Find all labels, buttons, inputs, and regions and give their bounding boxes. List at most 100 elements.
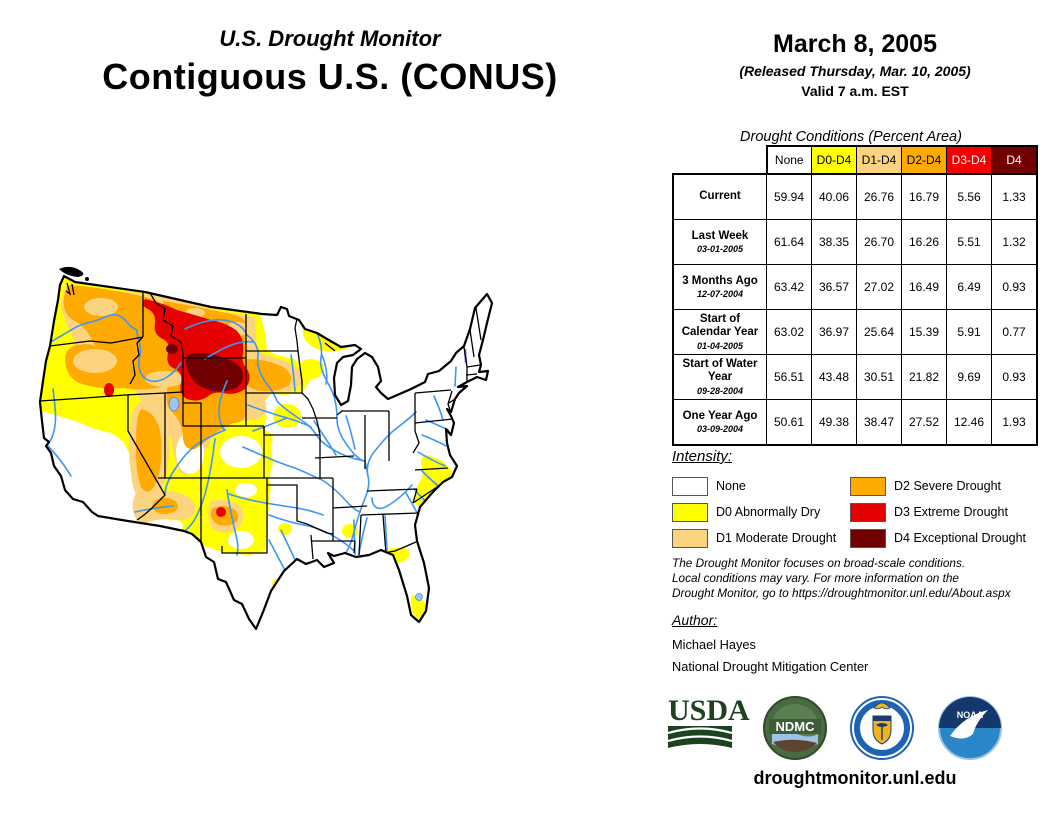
- col-d3-d4: D3-D4: [946, 145, 992, 175]
- swatch-d1: [672, 528, 708, 548]
- cell: 0.77: [991, 309, 1038, 355]
- map-date: March 8, 2005: [773, 30, 937, 58]
- drought-layer-d4: [166, 344, 244, 392]
- row-label: 3 Months Ago: [682, 274, 758, 287]
- legend-item-d1: D1 Moderate Drought: [672, 525, 850, 551]
- col-d4: D4: [991, 145, 1038, 175]
- conus-map-svg: [38, 266, 494, 631]
- swatch-d4: [850, 528, 886, 548]
- cell: 26.76: [856, 173, 902, 220]
- author-org: National Drought Mitigation Center: [672, 659, 869, 674]
- conus-drought-map: [15, 263, 665, 661]
- cell: 56.51: [766, 354, 812, 400]
- legend-title: Intensity:: [672, 448, 733, 465]
- noaa-logo: NOAA: [938, 696, 1002, 760]
- row-date: 01-04-2005: [696, 340, 744, 351]
- cell: 6.49: [946, 264, 992, 310]
- row-date: 09-28-2004: [696, 385, 744, 396]
- commerce-seal: [850, 696, 914, 760]
- logos-svg: USDA NDMC NOAA: [667, 694, 1002, 760]
- cell: 0.93: [991, 264, 1038, 310]
- usda-logo: USDA: [667, 694, 750, 748]
- cell: 5.51: [946, 219, 992, 265]
- row-label: Current: [699, 190, 741, 203]
- table-row: Last Week 03-01-2005 61.64 38.35 26.70 16…: [672, 219, 1038, 265]
- row-date: 03-01-2005: [696, 243, 744, 254]
- cell: 21.82: [901, 354, 947, 400]
- row-label: Start of Calendar Year: [681, 313, 759, 339]
- ndmc-logo: NDMC: [763, 696, 827, 760]
- date-block: March 8, 2005 (Released Thursday, Mar. 1…: [690, 30, 1020, 99]
- table-header-row: None D0-D4 D1-D4 D2-D4 D3-D4 D4: [673, 145, 1038, 175]
- col-d1-d4: D1-D4: [856, 145, 902, 175]
- table-row: Start of Water Year 09-28-2004 56.51 43.4…: [672, 354, 1038, 400]
- legend-item-none: None: [672, 473, 850, 499]
- great-salt-lake: [168, 396, 180, 412]
- author-name: Michael Hayes: [672, 637, 756, 652]
- cell: 38.47: [856, 399, 902, 446]
- author-block: Author: Michael Hayes National Drought M…: [672, 612, 868, 674]
- cell: 36.97: [811, 309, 857, 355]
- cell: 25.64: [856, 309, 902, 355]
- cell: 27.52: [901, 399, 947, 446]
- cell: 63.42: [766, 264, 812, 310]
- ndmc-text: NDMC: [776, 719, 816, 734]
- table-row: 3 Months Ago 12-07-2004 63.42 36.57 27.02…: [672, 264, 1038, 310]
- cell: 0.93: [991, 354, 1038, 400]
- valid-time: Valid 7 a.m. EST: [801, 83, 909, 99]
- cell: 61.64: [766, 219, 812, 265]
- author-title: Author:: [672, 612, 718, 628]
- legend-item-d2: D2 Severe Drought: [850, 473, 1042, 499]
- cell: 1.33: [991, 173, 1038, 220]
- table-row: Current 59.94 40.06 26.76 16.79 5.56 1.3…: [672, 173, 1038, 220]
- swatch-d3: [850, 502, 886, 522]
- usda-text: USDA: [668, 694, 750, 727]
- cell: 43.48: [811, 354, 857, 400]
- cell: 12.46: [946, 399, 992, 446]
- legend-item-d0: D0 Abnormally Dry: [672, 499, 850, 525]
- cell: 16.79: [901, 173, 947, 220]
- legend-item-d4: D4 Exceptional Drought: [850, 525, 1042, 551]
- table-title: Drought Conditions (Percent Area): [740, 129, 962, 145]
- page-title: Contiguous U.S. (CONUS): [102, 56, 558, 97]
- drought-layer-d1-pockets: [73, 298, 249, 387]
- supertitle: U.S. Drought Monitor: [219, 26, 441, 51]
- corner-cell: [673, 146, 767, 175]
- drought-conditions-table: None D0-D4 D1-D4 D2-D4 D3-D4 D4 Current …: [672, 145, 1038, 446]
- cell: 5.91: [946, 309, 992, 355]
- swatch-d2: [850, 476, 886, 496]
- disclaimer: The Drought Monitor focuses on broad-sca…: [672, 556, 1011, 601]
- released-date: (Released Thursday, Mar. 10, 2005): [739, 63, 971, 79]
- cell: 40.06: [811, 173, 857, 220]
- drought-table-wrap: None D0-D4 D1-D4 D2-D4 D3-D4 D4 Current …: [672, 145, 1038, 446]
- cell: 1.32: [991, 219, 1038, 265]
- noaa-text: NOAA: [957, 710, 984, 720]
- site-url: droughtmonitor.unl.edu: [753, 768, 957, 788]
- row-date: 12-07-2004: [696, 288, 744, 299]
- cell: 49.38: [811, 399, 857, 446]
- state-borders: [40, 292, 482, 560]
- cell: 16.26: [901, 219, 947, 265]
- cell: 27.02: [856, 264, 902, 310]
- col-d0-d4: D0-D4: [811, 145, 857, 175]
- table-row: Start of Calendar Year 01-04-2005 63.02 3…: [672, 309, 1038, 355]
- cell: 26.70: [856, 219, 902, 265]
- swatch-none: [672, 476, 708, 496]
- table-row: One Year Ago 03-09-2004 50.61 49.38 38.47…: [672, 399, 1038, 446]
- cell: 1.93: [991, 399, 1038, 446]
- col-none: None: [765, 145, 812, 175]
- legend: Intensity: None D0 Abnormally Dry D1 Mod…: [672, 448, 1042, 551]
- puget-sound: [65, 282, 75, 296]
- us-outline: [38, 274, 494, 631]
- rivers: [46, 313, 457, 585]
- lake-okeechobee: [415, 593, 423, 601]
- col-d2-d4: D2-D4: [901, 145, 947, 175]
- swatch-d0: [672, 502, 708, 522]
- cell: 50.61: [766, 399, 812, 446]
- cell: 9.69: [946, 354, 992, 400]
- cell: 30.51: [856, 354, 902, 400]
- legend-item-d3: D3 Extreme Drought: [850, 499, 1042, 525]
- row-label: Last Week: [691, 229, 749, 242]
- cell: 16.49: [901, 264, 947, 310]
- cell: 38.35: [811, 219, 857, 265]
